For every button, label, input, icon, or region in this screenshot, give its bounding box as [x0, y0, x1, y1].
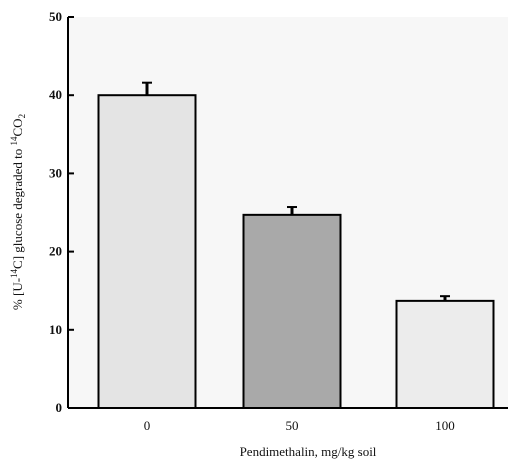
y-axis-label: % [U-14C] glucose degraded to 14CO2	[9, 114, 27, 310]
y-axis-label-co: CO	[10, 118, 25, 136]
error-bar-100	[440, 295, 450, 301]
x-axis-label: Pendimethalin, mg/kg soil	[240, 444, 377, 459]
error-bar-50	[287, 206, 297, 215]
y-axis-label-sup1: 14	[9, 268, 19, 278]
bar-50	[242, 213, 342, 409]
x-tick-label: 100	[435, 418, 455, 433]
y-axis-label-sup2: 14	[9, 136, 19, 146]
y-tick-label: 0	[56, 400, 63, 415]
x-tick-label: 50	[286, 418, 299, 433]
y-axis-label-middle: C] glucose degraded to	[10, 145, 25, 268]
y-tick-label: 10	[49, 322, 62, 337]
y-axis-label-prefix: % [U-	[10, 278, 25, 310]
y-tick-label: 20	[49, 244, 62, 259]
x-tick-label: 0	[144, 418, 151, 433]
y-tick-label: 50	[49, 9, 62, 24]
bar-100	[395, 299, 495, 409]
error-bar-0	[142, 81, 152, 96]
error-bar-series	[142, 81, 450, 301]
y-tick-label: 30	[49, 165, 62, 180]
bar-0	[97, 94, 197, 409]
tick-labels: 0 10 20 30 40 50 0 50 100	[49, 9, 455, 433]
y-axis-label-sub: 2	[17, 114, 27, 119]
y-tick-label: 40	[49, 87, 62, 102]
axes	[67, 16, 508, 409]
